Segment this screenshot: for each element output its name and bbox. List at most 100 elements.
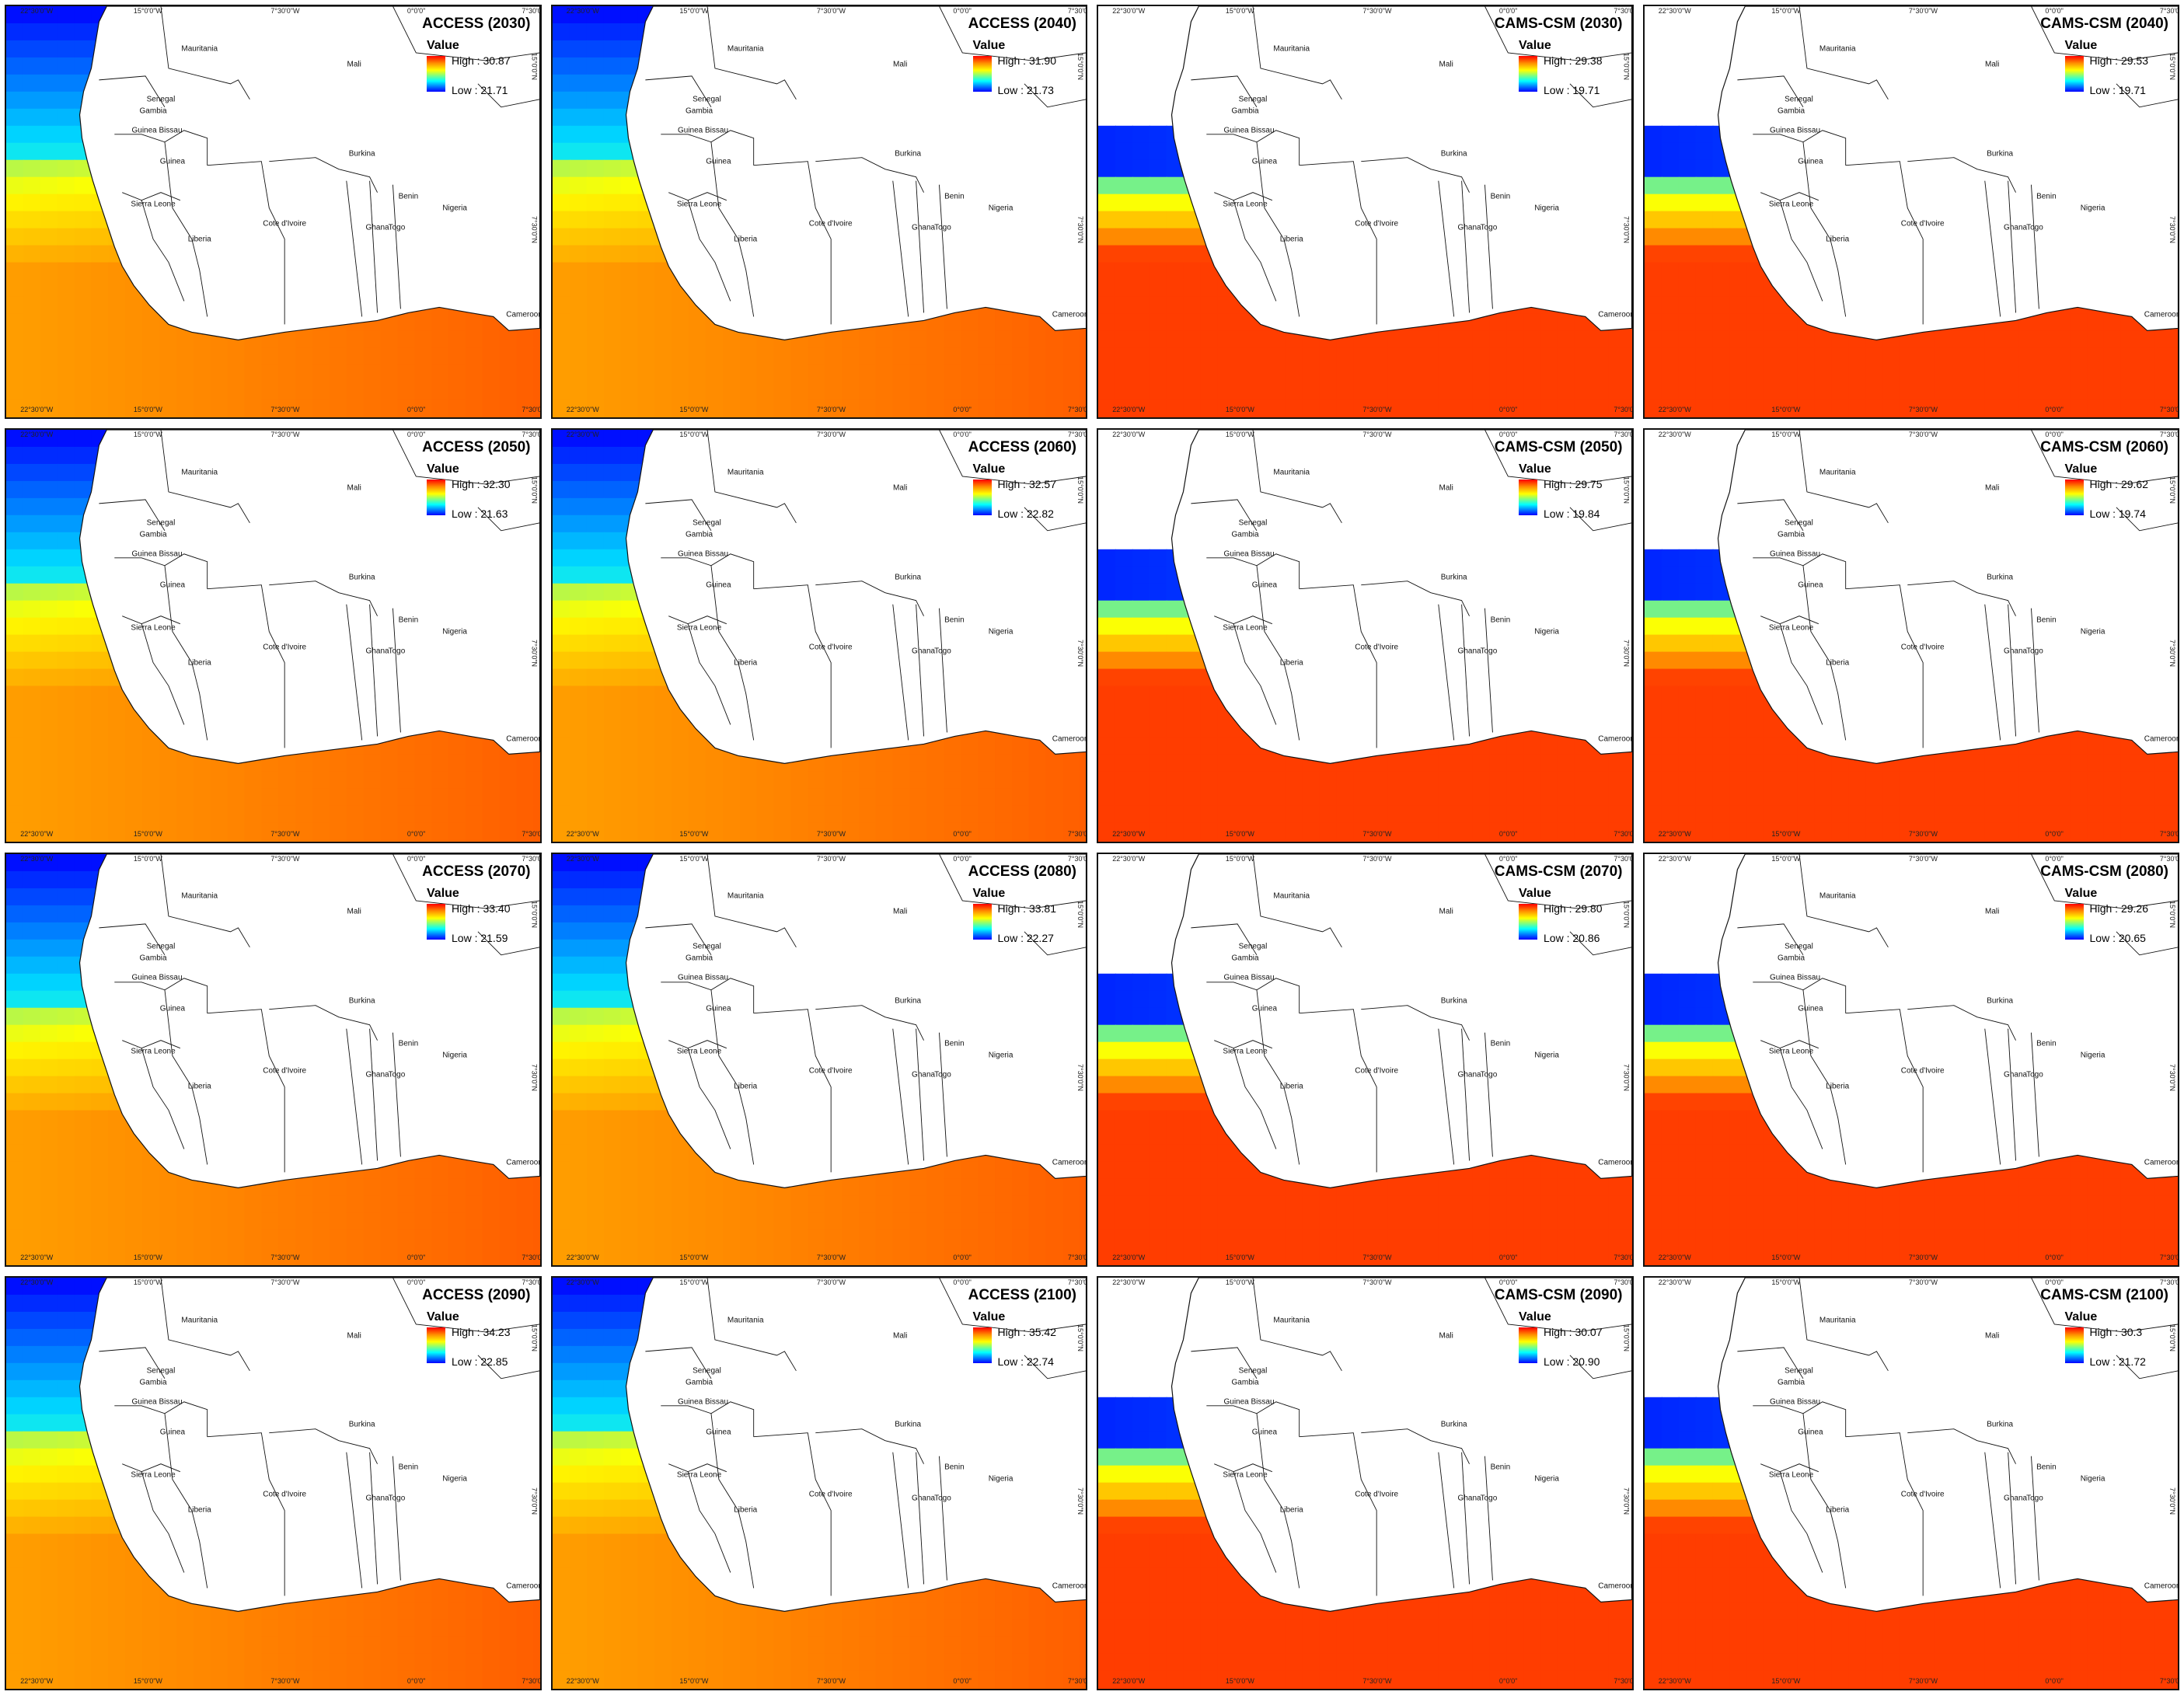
sea-cell (6, 771, 24, 790)
sea-cell (23, 532, 41, 551)
tick-top-label: 22°30'0"W (1658, 7, 1691, 15)
sea-cell (1028, 416, 1047, 418)
sea-cell (1489, 347, 1508, 366)
sea-cell (1661, 23, 1680, 41)
sea-cell (6, 382, 24, 400)
sst-map (1098, 6, 1632, 418)
sea-cell (1472, 347, 1491, 366)
sea-cell (1625, 364, 1632, 383)
sea-cell (1763, 416, 1781, 418)
sea-cell (790, 416, 808, 418)
sea-cell (40, 651, 58, 670)
country-label: Mauritania (181, 468, 218, 477)
sea-cell (23, 159, 41, 178)
sea-cell (1062, 416, 1081, 418)
sea-cell (1712, 279, 1730, 298)
sea-cell (1695, 313, 1714, 332)
sea-cell (603, 481, 622, 500)
sea-cell (1132, 262, 1150, 281)
sea-cell (1115, 211, 1133, 229)
sea-cell (1166, 23, 1184, 41)
sea-cell (125, 788, 144, 807)
country-label: Gambia (1231, 106, 1259, 116)
sea-cell (499, 822, 518, 841)
sea-cell (2052, 347, 2071, 366)
sea-cell (1729, 330, 1747, 349)
tick-bottom-label: 22°30'0"W (1658, 406, 1691, 414)
sea-cell (346, 771, 365, 790)
sea-cell (1115, 57, 1133, 75)
sea-cell (1387, 330, 1405, 349)
country-label: Burkina (1440, 149, 1467, 159)
sea-cell (227, 839, 246, 842)
sea-cell (1302, 347, 1321, 366)
sea-cell (6, 839, 24, 842)
sea-cell (1557, 416, 1575, 418)
sea-cell (1712, 228, 1730, 246)
sea-cell (448, 737, 466, 755)
sea-cell (1115, 313, 1133, 332)
legend-title: Value (972, 39, 1006, 52)
sea-cell (465, 822, 483, 841)
sea-cell (244, 771, 263, 790)
sea-cell (40, 737, 58, 755)
country-border (160, 430, 250, 524)
sea-cell (569, 430, 588, 448)
country-border (1779, 200, 1823, 302)
sea-cell (346, 399, 365, 417)
sea-cell (1661, 6, 1680, 24)
sea-cell (552, 74, 570, 92)
latitude-label-7n: 7°30'0"N (530, 216, 539, 244)
tick-top-label: 7°30'0"E (2159, 7, 2179, 15)
sea-cell (1695, 23, 1714, 41)
sea-cell (2172, 364, 2178, 383)
sea-cell (943, 364, 961, 383)
sea-cell (312, 805, 330, 824)
sea-cell (892, 330, 911, 349)
sea-cell (620, 703, 638, 721)
sea-cell (346, 805, 365, 824)
sea-cell (91, 754, 110, 773)
sea-cell (586, 399, 605, 417)
sea-cell (227, 382, 246, 400)
sea-cell (312, 839, 330, 842)
sea-cell (1780, 313, 1798, 332)
sea-cell (586, 481, 605, 500)
sea-cell (1780, 416, 1798, 418)
sea-cell (23, 805, 41, 824)
sea-cell (1115, 382, 1133, 400)
longitude-ticks-bottom: 22°30'0"W15°0'0"W7°30'0"W0°0'0"7°30'0"E (553, 406, 1086, 417)
sea-cell (1217, 330, 1236, 349)
sea-cell (1780, 330, 1798, 349)
sea-cell (552, 211, 570, 229)
sea-cell (1899, 416, 1917, 418)
sea-cell (671, 771, 689, 790)
country-label: Mali (1985, 60, 2000, 69)
sea-cell (1695, 399, 1714, 417)
country-border (207, 161, 285, 325)
sea-cell (960, 771, 979, 790)
sea-cell (603, 176, 622, 195)
sea-cell (671, 382, 689, 400)
sea-cell (227, 771, 246, 790)
sea-cell (108, 720, 127, 738)
sea-cell (1132, 125, 1150, 144)
sea-cell (1115, 347, 1133, 366)
sea-cell (1661, 142, 1680, 161)
sea-cell (620, 720, 638, 738)
sea-cell (227, 347, 246, 366)
sea-cell (1387, 399, 1405, 417)
sea-cell (909, 788, 928, 807)
sea-cell (516, 822, 535, 841)
sea-cell (977, 347, 996, 366)
sea-cell (40, 91, 58, 110)
country-label: Nigeria (988, 204, 1014, 213)
sea-cell (397, 839, 416, 842)
sea-cell (960, 788, 979, 807)
sea-cell (414, 399, 433, 417)
country-border (1569, 83, 1632, 108)
sea-cell (1848, 399, 1867, 417)
sea-cell (569, 515, 588, 534)
sea-cell (1574, 382, 1593, 400)
sea-cell (74, 583, 92, 602)
